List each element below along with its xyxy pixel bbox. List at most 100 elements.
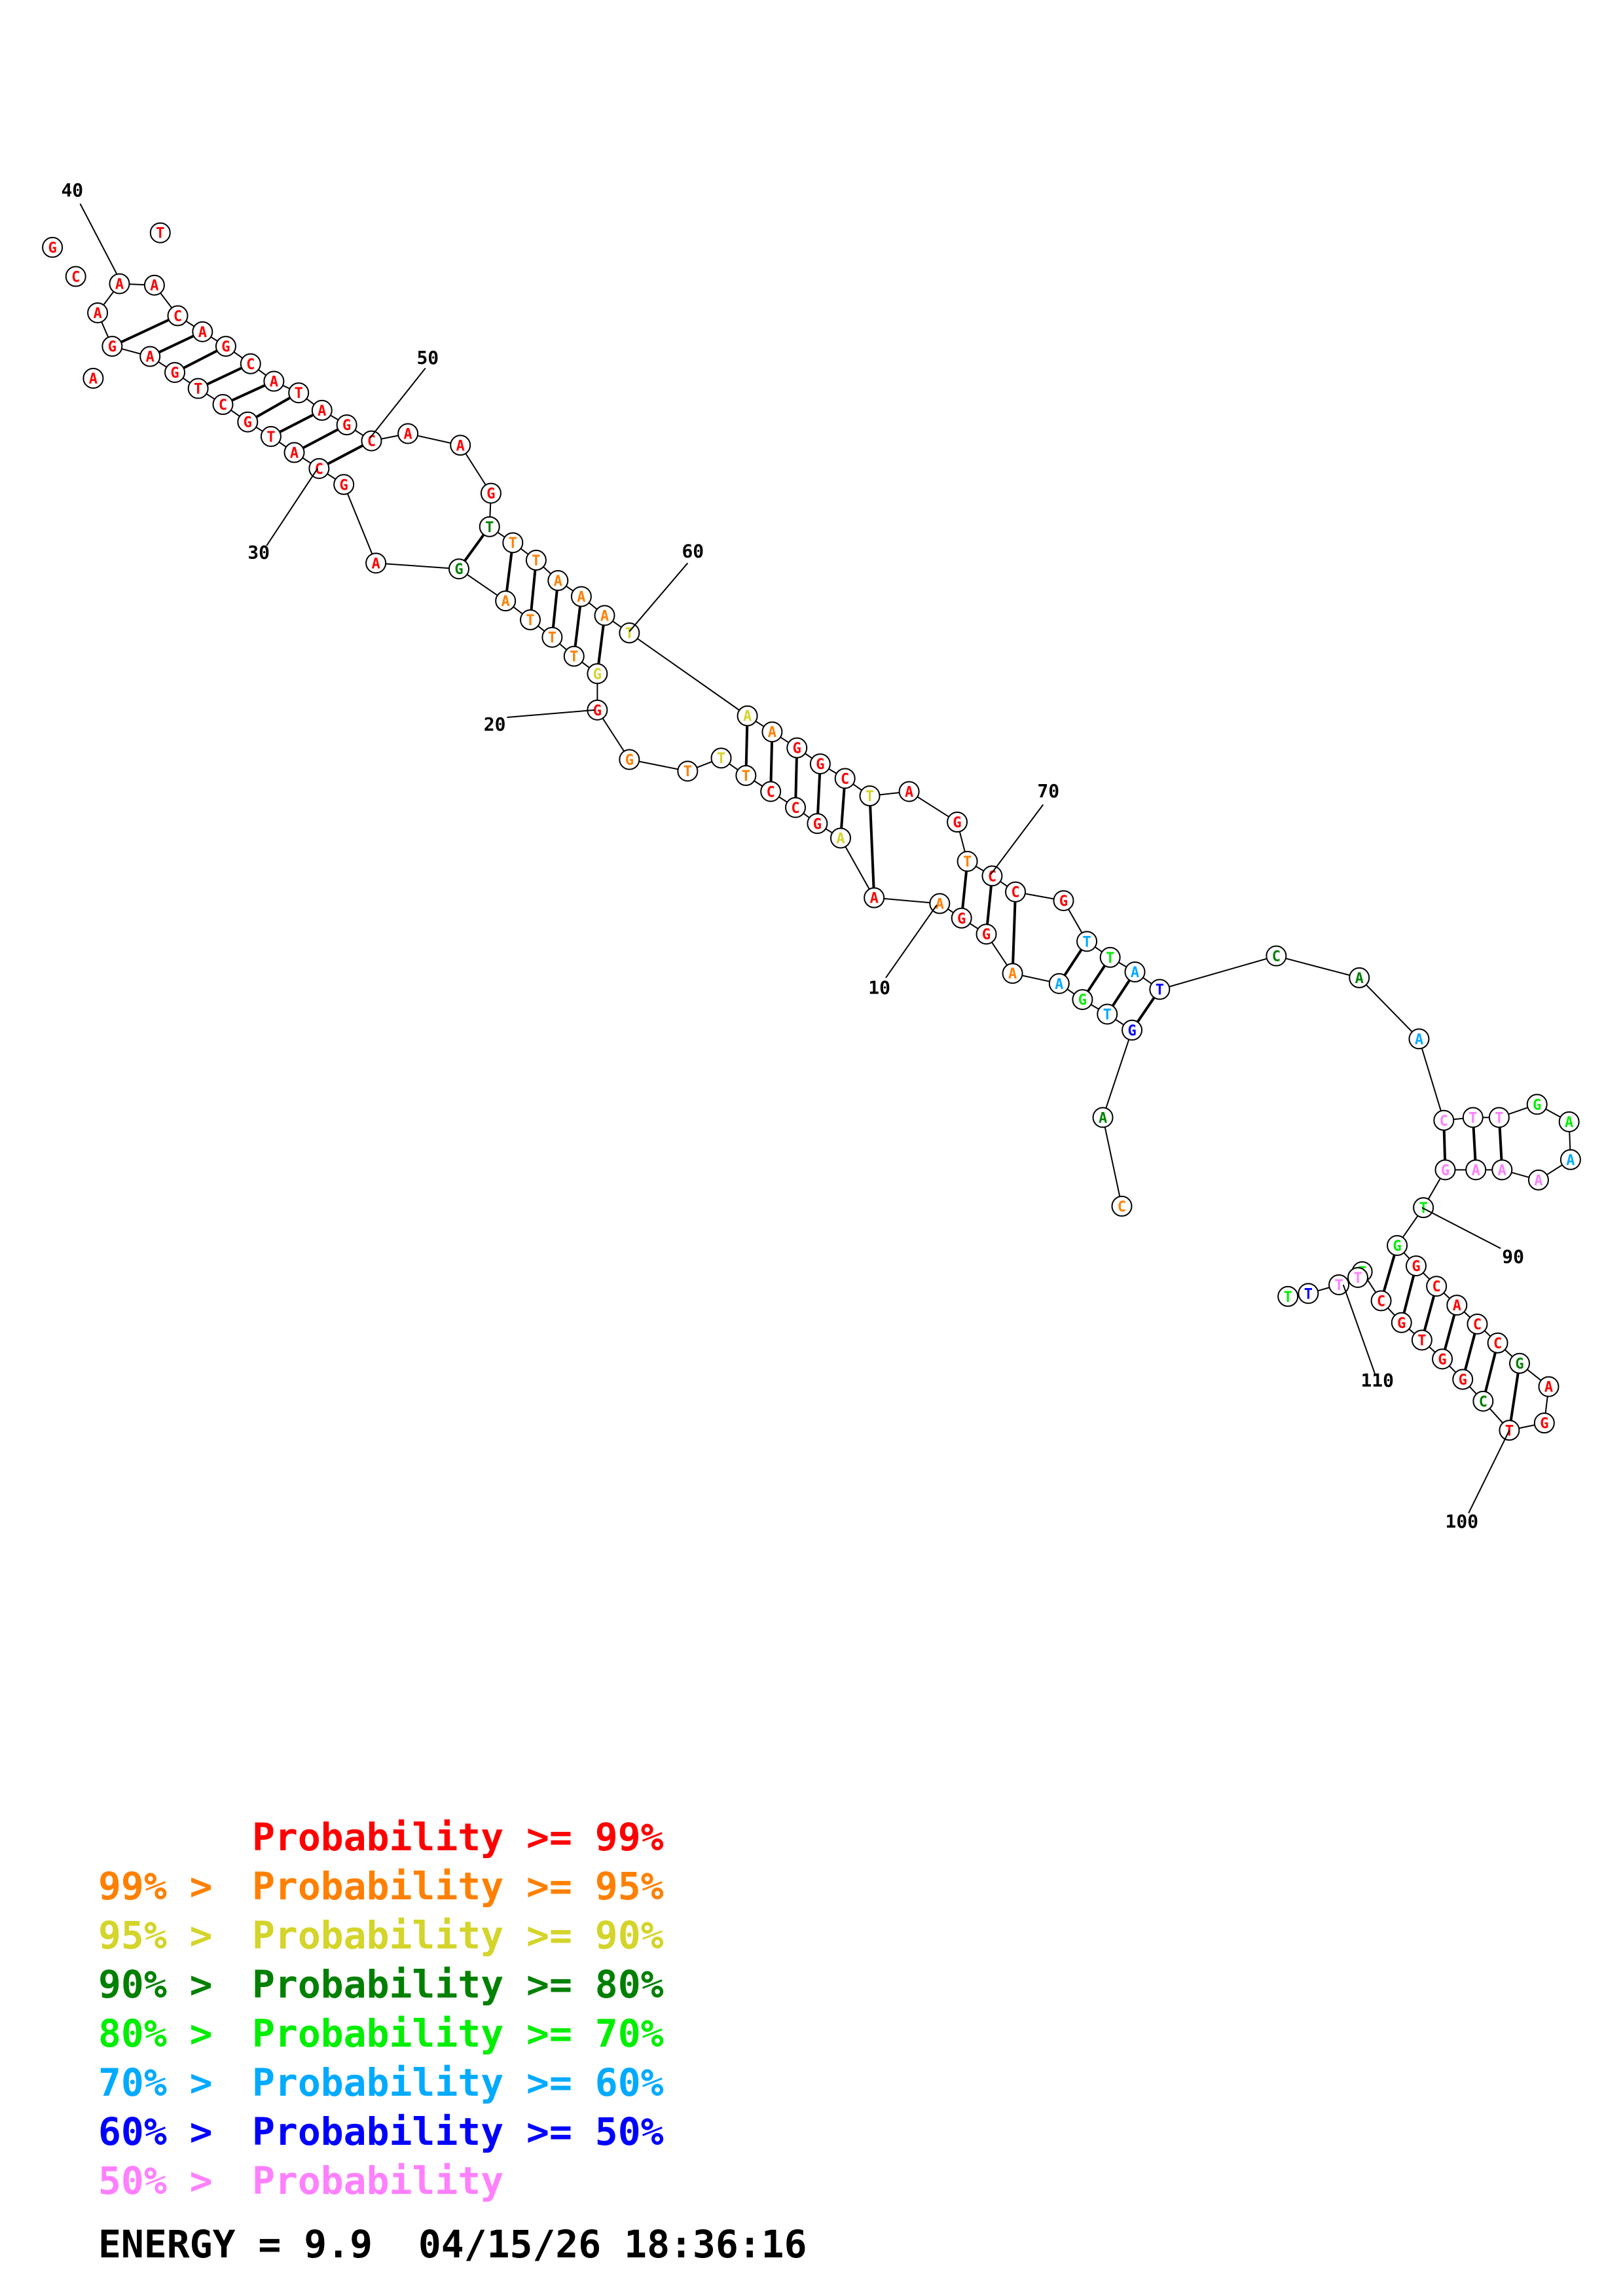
legend-label: Probability >= 80%: [252, 1962, 664, 2007]
nucleotide-letter: T: [1304, 1286, 1313, 1302]
nucleotide-letter: T: [1156, 982, 1164, 999]
nucleotide-letter: A: [89, 371, 98, 387]
nucleotide-G: G: [101, 336, 123, 357]
legend-row: 70% > Probability >= 60%: [98, 2058, 1015, 2108]
nucleotide-letter: C: [1432, 1279, 1441, 1295]
nucleotide-letter: A: [150, 278, 158, 295]
nucleotide-T: T: [1413, 1197, 1434, 1219]
legend-prefix: 99% >: [98, 1864, 213, 1909]
nucleotide-letter: T: [963, 854, 972, 870]
nucleotide-letter: A: [501, 594, 510, 610]
nucleotide-T: T: [541, 626, 563, 648]
nucleotide-G: G: [336, 414, 357, 436]
position-number: 90: [1502, 1246, 1524, 1268]
nucleotide-letter: T: [526, 613, 534, 629]
nucleotide-G: G: [1432, 1348, 1453, 1370]
legend-label: Probability >= 90%: [252, 1913, 664, 1958]
nucleotide-T: T: [957, 851, 978, 872]
nucleotide-G: G: [809, 753, 831, 775]
nucleotide-letter: T: [1103, 1007, 1112, 1023]
nucleotide-A: A: [397, 423, 419, 444]
number-leader-line: [507, 709, 595, 718]
nucleotide-G: G: [951, 907, 972, 929]
nucleotide-T: T: [1298, 1283, 1319, 1304]
nucleotide-letter: A: [1498, 1162, 1506, 1179]
nucleotide-letter: G: [1127, 1023, 1136, 1039]
legend-prefix: 80% >: [98, 2011, 213, 2056]
backbone-segment: [1418, 1038, 1445, 1121]
nucleotide-A: A: [570, 586, 592, 607]
nucleotide-T: T: [479, 516, 500, 537]
nucleotide-letter: G: [342, 418, 351, 434]
nucleotide-T: T: [520, 609, 541, 631]
nucleotide-G: G: [215, 336, 236, 357]
nucleotide-letter: A: [115, 276, 124, 293]
nucleotide-T: T: [1462, 1107, 1484, 1128]
nucleotide-letter: A: [1008, 966, 1017, 982]
nucleotide-G: G: [1072, 989, 1093, 1011]
nucleotide-letter: G: [1533, 1097, 1541, 1113]
nucleotide-G: G: [1509, 1353, 1531, 1374]
nucleotide-letter: T: [1353, 1270, 1362, 1287]
nucleotide-letter: A: [1472, 1162, 1480, 1179]
nucleotide-letter: C: [767, 784, 775, 800]
nucleotide-T: T: [1347, 1266, 1368, 1288]
backbone-segment: [1359, 977, 1420, 1039]
legend-label: Probability >= 60%: [252, 2060, 664, 2105]
nucleotide-letter: C: [219, 397, 227, 414]
nucleotide-C: C: [1487, 1332, 1508, 1354]
nucleotide-T: T: [187, 378, 209, 399]
nucleotide-letter: A: [1566, 1153, 1575, 1169]
nucleotide-A: A: [864, 887, 885, 908]
nucleotide-T: T: [1328, 1274, 1350, 1295]
nucleotide-T: T: [1488, 1107, 1510, 1128]
nucleotide-letter: A: [93, 306, 101, 322]
legend-row: 60% > Probability >= 50%: [98, 2108, 1015, 2157]
legend-label: Probability >= 95%: [252, 1864, 664, 1909]
nucleotide-letter: A: [554, 573, 562, 590]
legend-label: Probability >= 70%: [252, 2011, 664, 2056]
nucleotide-T: T: [1149, 978, 1171, 1000]
nucleotide-C: C: [1005, 881, 1027, 903]
nucleotide-letter: T: [1468, 1110, 1477, 1126]
nucleotide-G: G: [1053, 890, 1074, 912]
nucleotide-letter: A: [1415, 1031, 1423, 1048]
base-pair-line: [868, 795, 876, 898]
nucleotide-letter: A: [290, 445, 299, 461]
nucleotide-letter: G: [1078, 992, 1087, 1009]
nucleotide-G: G: [448, 558, 469, 580]
legend-label: Probability >= 50%: [252, 2109, 664, 2154]
nucleotide-A: A: [192, 321, 213, 342]
nucleotide-A: A: [311, 399, 333, 421]
nucleotide-letter: T: [742, 768, 750, 785]
nucleotide-A: A: [1446, 1295, 1468, 1316]
nucleotide-letter: G: [1412, 1259, 1420, 1275]
nucleotide-letter: A: [1565, 1115, 1573, 1131]
nucleotide-letter: G: [793, 741, 801, 757]
nucleotide-C: C: [1467, 1313, 1488, 1335]
nucleotide-C: C: [212, 394, 234, 416]
nucleotide-G: G: [1391, 1312, 1412, 1333]
nucleotide-letter: T: [1284, 1289, 1292, 1306]
nucleotide-C: C: [834, 768, 856, 789]
nucleotide-C: C: [785, 797, 807, 818]
nucleotide-letter: A: [372, 556, 380, 572]
legend-row: 99% > Probability >= 95%: [98, 1862, 1015, 1911]
nucleotide-C: C: [1433, 1109, 1455, 1131]
nucleotide-C: C: [1426, 1276, 1448, 1297]
number-leader-line: [79, 203, 117, 274]
nucleotide-letter: A: [870, 891, 879, 907]
legend-row: 50% > Probability: [98, 2157, 1015, 2206]
nucleotide-letter: A: [600, 608, 609, 624]
nucleotide-letter: T: [194, 382, 202, 398]
nucleotide-letter: G: [1059, 893, 1068, 910]
position-numbers: 40 50 30 60 20 70 10 90 110 100: [61, 179, 1524, 1532]
nucleotide-A: A: [1538, 1376, 1559, 1397]
nucleotide-T: T: [1076, 931, 1098, 952]
nucleotide-letter: C: [1493, 1336, 1502, 1352]
nucleotide-letter: C: [246, 357, 255, 373]
nucleotide-letter: C: [1118, 1199, 1126, 1215]
nucleotide-letter: A: [905, 784, 913, 800]
number-leader-line: [629, 562, 689, 632]
nucleotide-A: A: [1048, 973, 1070, 994]
